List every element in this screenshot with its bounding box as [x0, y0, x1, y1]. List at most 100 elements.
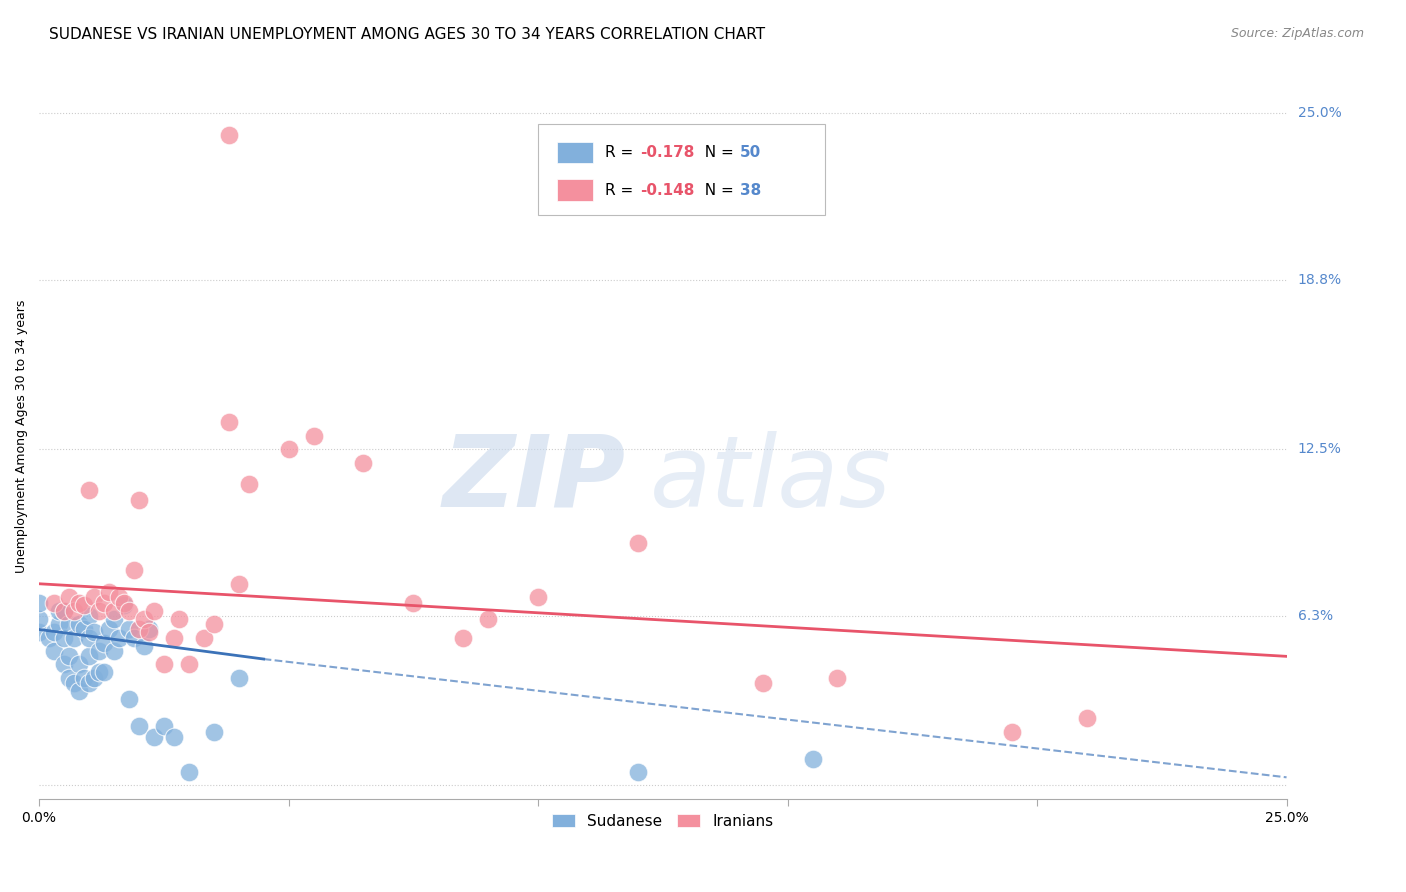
Point [352, 456, 374, 470]
Point [218, 416, 240, 430]
Point [42, 644, 65, 658]
Text: 12.5%: 12.5% [1298, 442, 1341, 457]
Point [827, 671, 849, 685]
Point [122, 563, 145, 577]
Text: atlas: atlas [651, 431, 891, 528]
Text: R =: R = [606, 183, 638, 197]
Point [63, 604, 86, 618]
Point [63, 676, 86, 690]
Point [73, 623, 96, 637]
Point [103, 644, 125, 658]
FancyBboxPatch shape [557, 179, 593, 201]
Text: 18.8%: 18.8% [1298, 273, 1341, 287]
Point [118, 692, 141, 706]
Point [177, 764, 200, 779]
Point [87, 604, 110, 618]
Point [77, 649, 100, 664]
Text: R =: R = [606, 145, 638, 160]
Point [28, 612, 51, 626]
Point [53, 604, 76, 618]
Point [277, 442, 299, 457]
Point [153, 657, 176, 672]
Point [73, 599, 96, 613]
Point [87, 644, 110, 658]
Point [42, 596, 65, 610]
Point [83, 671, 105, 685]
Point [128, 493, 150, 508]
Point [58, 671, 80, 685]
Point [103, 604, 125, 618]
Point [118, 604, 141, 618]
Text: -0.178: -0.178 [640, 145, 695, 160]
Point [451, 631, 474, 645]
Point [63, 631, 86, 645]
Point [53, 631, 76, 645]
Point [627, 764, 650, 779]
Point [302, 429, 325, 443]
Point [112, 596, 135, 610]
Point [527, 591, 550, 605]
Point [627, 536, 650, 550]
Point [98, 584, 121, 599]
Point [93, 636, 115, 650]
Point [138, 623, 160, 637]
Text: N =: N = [695, 145, 740, 160]
Point [128, 719, 150, 733]
Point [142, 604, 165, 618]
Point [93, 665, 115, 680]
Point [122, 631, 145, 645]
Point [163, 631, 186, 645]
Text: 38: 38 [740, 183, 762, 197]
Point [83, 625, 105, 640]
Point [167, 612, 190, 626]
Point [87, 665, 110, 680]
Point [177, 657, 200, 672]
Point [132, 612, 155, 626]
Point [28, 625, 51, 640]
Point [67, 657, 90, 672]
Text: Source: ZipAtlas.com: Source: ZipAtlas.com [1230, 27, 1364, 40]
Text: 50: 50 [740, 145, 762, 160]
Point [132, 639, 155, 653]
Point [163, 730, 186, 744]
Point [118, 623, 141, 637]
Point [202, 724, 225, 739]
Text: N =: N = [695, 183, 740, 197]
Point [48, 604, 70, 618]
Point [53, 604, 76, 618]
Point [28, 596, 51, 610]
Point [58, 617, 80, 632]
Point [751, 676, 773, 690]
Point [142, 730, 165, 744]
Point [128, 623, 150, 637]
Point [58, 649, 80, 664]
Text: SUDANESE VS IRANIAN UNEMPLOYMENT AMONG AGES 30 TO 34 YEARS CORRELATION CHART: SUDANESE VS IRANIAN UNEMPLOYMENT AMONG A… [49, 27, 765, 42]
Point [801, 751, 824, 765]
Point [108, 591, 131, 605]
Point [402, 596, 425, 610]
Point [1076, 711, 1098, 725]
Point [38, 631, 60, 645]
Point [48, 617, 70, 632]
Point [67, 617, 90, 632]
Point [138, 625, 160, 640]
Point [238, 477, 260, 491]
Point [108, 631, 131, 645]
Point [83, 591, 105, 605]
Point [112, 599, 135, 613]
Point [218, 128, 240, 142]
Point [193, 631, 215, 645]
Point [228, 671, 250, 685]
Point [93, 596, 115, 610]
Point [67, 684, 90, 698]
Legend: Sudanese, Iranians: Sudanese, Iranians [546, 807, 780, 835]
Text: 6.3%: 6.3% [1298, 609, 1333, 623]
Point [42, 625, 65, 640]
Point [77, 676, 100, 690]
Point [77, 631, 100, 645]
Text: ZIP: ZIP [443, 431, 626, 528]
Point [228, 576, 250, 591]
FancyBboxPatch shape [538, 124, 825, 214]
Y-axis label: Unemployment Among Ages 30 to 34 years: Unemployment Among Ages 30 to 34 years [15, 299, 28, 573]
Text: 25.0%: 25.0% [1298, 106, 1341, 120]
